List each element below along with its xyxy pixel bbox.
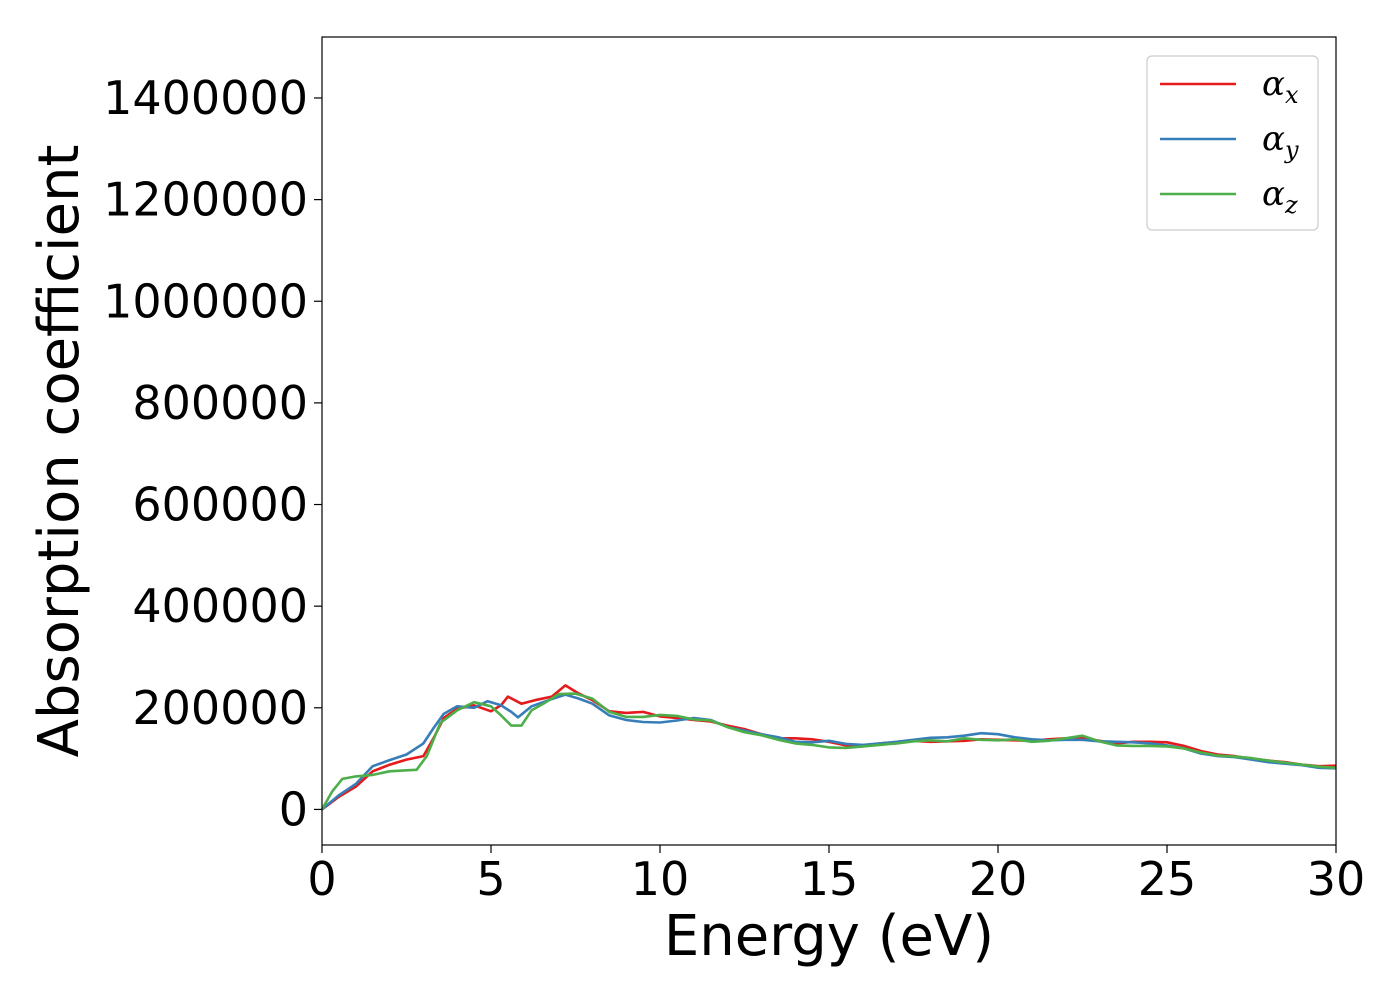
legend-symbol: α — [1262, 174, 1285, 214]
legend-box — [1146, 55, 1319, 231]
y-axis-title: Absorption coefficient — [27, 145, 92, 758]
x-tick-label: 10 — [631, 852, 690, 906]
y-tick-label: 200000 — [132, 681, 308, 735]
x-tick-label: 30 — [1307, 852, 1366, 906]
x-axis-ticks: 0 5 10 15 20 25 30 — [307, 845, 1365, 906]
y-tick-label: 0 — [279, 782, 308, 836]
y-tick-label: 800000 — [132, 376, 308, 430]
x-tick-label: 20 — [969, 852, 1028, 906]
y-tick-label: 400000 — [132, 579, 308, 633]
series-line-x — [321, 684, 1337, 811]
y-tick-label: 1000000 — [103, 274, 308, 328]
legend-label-z: αz — [1262, 174, 1298, 219]
plot-frame — [321, 36, 1337, 846]
series-line-y — [321, 693, 1337, 811]
legend-subscript: z — [1284, 191, 1298, 219]
y-tick-label: 1400000 — [103, 71, 308, 125]
legend-label-x: αx — [1262, 64, 1299, 109]
series-line-z — [320, 692, 1337, 811]
x-tick-label: 25 — [1138, 852, 1197, 906]
series-layer — [320, 684, 1337, 811]
x-tick-label: 0 — [307, 852, 336, 906]
legend-symbol: α — [1262, 119, 1285, 159]
legend-symbol: α — [1262, 64, 1285, 104]
y-tick-label: 600000 — [132, 478, 308, 532]
y-tick-label: 1200000 — [103, 173, 308, 227]
legend-label-y: αy — [1262, 119, 1299, 164]
x-tick-label: 5 — [476, 852, 505, 906]
legend-subscript: x — [1285, 81, 1299, 109]
x-axis-title: Energy (eV) — [664, 904, 994, 969]
legend-subscript: y — [1284, 136, 1299, 164]
y-axis-ticks: 0 200000 400000 600000 800000 1000000 1200000 1… — [103, 71, 322, 836]
x-tick-label: 15 — [800, 852, 859, 906]
